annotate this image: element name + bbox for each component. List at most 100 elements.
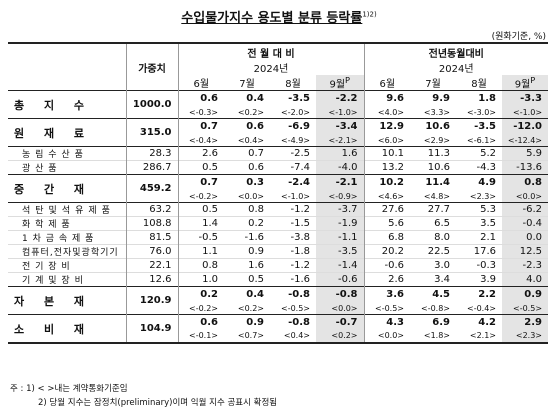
value-cell: 0.9	[248, 246, 264, 258]
table-row: 컴퓨터,전자및광학기기 76.0 1.1 0.9 -1.8 -3.5 20.2 22.5 17.…	[8, 244, 549, 259]
value-cell: -2.5	[290, 148, 310, 160]
value-cell: 0.5	[177, 202, 224, 217]
contract-currency-cell: <0.4>	[237, 135, 264, 145]
value-cell: -3.3	[502, 90, 549, 106]
table-row: 총 지 수 1000.0 0.6 0.4 -3.5 -2.2 9.6 9.9 1.8 -3.3	[8, 90, 549, 119]
row-label: 전 기 장 비	[22, 262, 71, 273]
contract-currency-cell: <-0.2>	[177, 189, 224, 203]
value-cell: 4.0	[502, 272, 549, 287]
value-cell: 0.4	[246, 289, 264, 301]
header-category	[8, 43, 126, 91]
value-cell: 5.6	[363, 216, 410, 231]
row-label: 기 계 및 장 비	[22, 276, 84, 287]
value-cell: -2.4	[288, 177, 310, 189]
row-weight: 315.0	[125, 118, 178, 147]
value-cell: -6.9	[288, 121, 310, 133]
value-cell: 0.5	[177, 160, 224, 175]
table-row: 농 림 수 산 품 28.3 2.6 0.7 -2.5 1.6 10.1 11.3 5.2 5.9	[8, 146, 549, 161]
value-cell: 10.6	[427, 162, 450, 174]
value-cell: 0.6	[177, 314, 224, 330]
value-cell: 3.6	[363, 286, 410, 302]
row-weight: 104.9	[125, 314, 178, 343]
value-cell: 1.8	[478, 93, 496, 105]
row-weight: 81.5	[125, 230, 178, 245]
value-cell: 0.8	[502, 174, 549, 190]
table-row: 석탄및석유제품 63.2 0.5 0.8 -1.2 -3.7 27.6 27.7 5.3 -6.2	[8, 202, 549, 217]
contract-currency-cell: <2.1>	[469, 331, 496, 341]
table-title: 수입물가지수 용도별 분류 등락률1)2)	[0, 7, 558, 26]
header-month: 7월	[239, 79, 255, 91]
row-weight: 286.7	[125, 160, 178, 175]
footnotes: 주 : 1) < >내는 계약통화기준임 2) 당월 지수는 잠정치(preli…	[10, 382, 277, 410]
value-cell: -0.8	[288, 317, 310, 329]
value-cell: -1.4	[316, 258, 364, 273]
value-cell: 17.6	[473, 246, 496, 258]
value-cell: -4.0	[316, 160, 364, 175]
value-cell: 27.6	[363, 202, 410, 217]
value-cell: 0.2	[177, 286, 224, 302]
value-cell: 3.9	[480, 274, 496, 286]
contract-currency-cell: <0.2>	[237, 303, 264, 313]
row-label: 광 산 품	[22, 164, 58, 175]
value-cell: -2.1	[316, 174, 364, 190]
value-cell: -3.7	[316, 202, 364, 217]
contract-currency-cell: <-12.4>	[502, 133, 549, 147]
value-cell: -1.2	[290, 260, 310, 272]
value-cell: -0.4	[502, 216, 549, 231]
row-label: 소 비 재	[14, 322, 93, 336]
value-cell: -3.8	[290, 232, 310, 244]
value-cell: -1.5	[290, 218, 310, 230]
value-cell: 0.6	[177, 90, 224, 106]
value-cell: 0.6	[246, 121, 264, 133]
row-label: 총 지 수	[14, 98, 93, 112]
contract-currency-cell: <-0.9>	[316, 189, 364, 203]
contract-currency-cell: <-1.0>	[280, 191, 310, 201]
table-row-sub: <-0.2> <0.0> <-1.0> <-0.9> <4.6> <4.8> <2.3> <0…	[8, 189, 549, 203]
value-cell: 0.6	[248, 162, 264, 174]
value-cell: 12.5	[502, 244, 549, 259]
contract-currency-cell: <-3.0>	[466, 107, 496, 117]
row-label: 컴퓨터,전자및광학기기	[22, 248, 119, 259]
contract-currency-cell: <-4.9>	[280, 135, 310, 145]
value-cell: 2.6	[363, 272, 410, 287]
row-label: 화 학 제 품	[22, 220, 71, 231]
table-row: 중 간 재 459.2 0.7 0.3 -2.4 -2.1 10.2 11.4 4.9 0.8	[8, 174, 549, 203]
value-cell: -7.4	[290, 162, 310, 174]
value-cell: 5.2	[480, 148, 496, 160]
contract-currency-cell: <-1.0>	[316, 105, 364, 119]
value-cell: 6.5	[434, 218, 450, 230]
value-cell: -6.2	[502, 202, 549, 217]
value-cell: -1.8	[290, 246, 310, 258]
title-text: 수입물가지수 용도별 분류 등락률	[181, 11, 363, 26]
value-cell: 4.2	[478, 317, 496, 329]
table-row: 기 계 및 장 비 12.6 1.0 0.5 -1.6 -0.6 2.6 3.4 3.9 4.0	[8, 272, 549, 287]
value-cell: 0.3	[246, 177, 264, 189]
contract-currency-cell: <0.0>	[316, 301, 364, 315]
value-cell: -12.0	[502, 118, 549, 134]
value-cell: 1.6	[248, 260, 264, 272]
value-cell: -0.8	[288, 289, 310, 301]
preliminary-mark: P	[530, 75, 536, 85]
contract-currency-cell: <0.0>	[237, 191, 264, 201]
contract-currency-cell: <0.2>	[237, 107, 264, 117]
row-weight: 28.3	[125, 146, 178, 161]
value-cell: 4.5	[432, 289, 450, 301]
header-mom-year: 2024년	[177, 60, 364, 75]
value-cell: 3.4	[434, 274, 450, 286]
value-cell: 6.9	[432, 317, 450, 329]
value-cell: -1.1	[316, 230, 364, 245]
value-cell: 11.4	[425, 177, 450, 189]
table-row-sub: <-0.2> <0.2> <-0.5> <0.0> <-0.5> <-0.8> <-0.4>…	[8, 301, 549, 315]
value-cell: -3.5	[316, 244, 364, 259]
value-cell: -0.3	[476, 260, 496, 272]
value-cell: 0.0	[502, 230, 549, 245]
value-cell: 10.2	[363, 174, 410, 190]
value-cell: 0.8	[248, 204, 264, 216]
value-cell: 10.6	[425, 121, 450, 133]
header-yoy-year: 2024년	[363, 60, 549, 75]
table-row: 1 차 금 속 제 품 81.5 -0.5 -1.6 -3.8 -1.1 6.8 8.0 2.1…	[8, 230, 549, 245]
value-cell: 8.0	[434, 232, 450, 244]
contract-currency-cell: <-0.5>	[502, 301, 549, 315]
value-cell: -13.6	[502, 160, 549, 175]
row-weight: 1000.0	[125, 90, 178, 119]
